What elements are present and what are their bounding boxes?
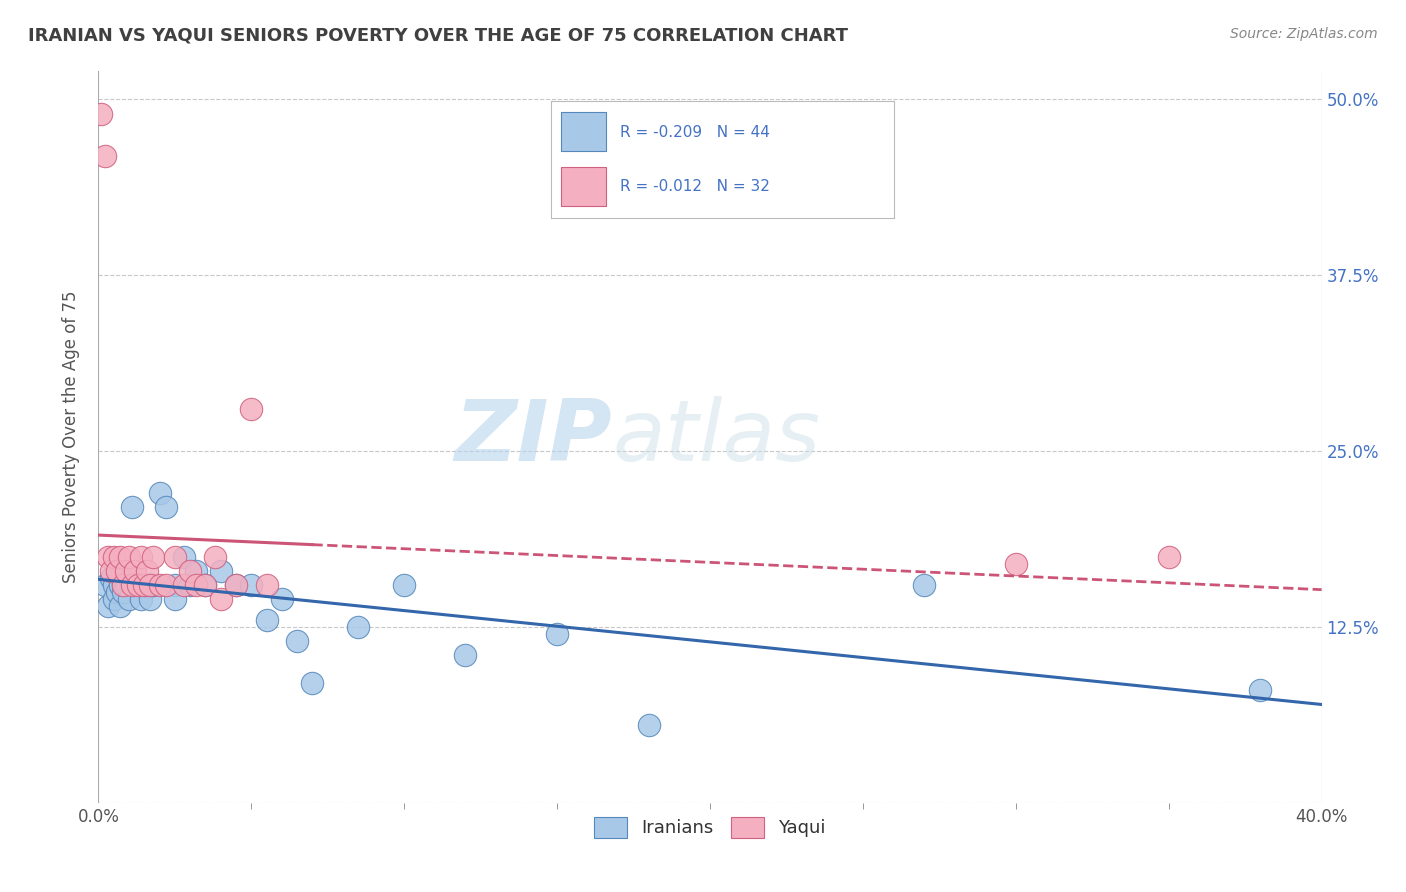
- Point: [186, 578, 208, 592]
- Point: [240, 401, 263, 416]
- Point: [240, 578, 263, 592]
- Point: [118, 571, 141, 585]
- Point: [93, 578, 115, 592]
- Text: atlas: atlas: [612, 395, 820, 479]
- Point: [134, 578, 156, 592]
- Point: [1249, 683, 1271, 698]
- Point: [118, 549, 141, 564]
- Point: [912, 578, 935, 592]
- Point: [204, 549, 226, 564]
- Point: [392, 578, 416, 592]
- Point: [134, 578, 156, 592]
- Point: [121, 500, 143, 515]
- Point: [173, 549, 195, 564]
- Point: [347, 620, 370, 634]
- Point: [97, 599, 120, 613]
- Point: [127, 578, 149, 592]
- Point: [194, 578, 217, 592]
- Point: [270, 591, 292, 606]
- Point: [127, 578, 149, 592]
- Point: [111, 578, 134, 592]
- Point: [163, 578, 186, 592]
- Point: [136, 578, 159, 592]
- Point: [139, 578, 162, 592]
- Point: [136, 564, 159, 578]
- Point: [1157, 549, 1180, 564]
- Point: [111, 584, 134, 599]
- Point: [139, 591, 162, 606]
- Point: [225, 578, 247, 592]
- Y-axis label: Seniors Poverty Over the Age of 75: Seniors Poverty Over the Age of 75: [62, 291, 80, 583]
- Point: [115, 564, 138, 578]
- Text: ZIP: ZIP: [454, 395, 612, 479]
- Point: [129, 591, 152, 606]
- Point: [454, 648, 477, 662]
- Point: [142, 578, 165, 592]
- Point: [108, 549, 131, 564]
- Point: [129, 549, 152, 564]
- Point: [103, 578, 125, 592]
- Point: [118, 591, 141, 606]
- Point: [179, 578, 201, 592]
- Point: [163, 591, 186, 606]
- Point: [142, 549, 165, 564]
- Point: [105, 584, 128, 599]
- Point: [155, 500, 177, 515]
- Point: [194, 578, 217, 592]
- Point: [90, 106, 112, 120]
- Point: [546, 627, 568, 641]
- Point: [108, 599, 131, 613]
- Point: [103, 549, 125, 564]
- Point: [256, 578, 278, 592]
- Point: [256, 613, 278, 627]
- Point: [124, 564, 146, 578]
- Point: [186, 564, 208, 578]
- Point: [149, 578, 172, 592]
- Point: [121, 578, 143, 592]
- Point: [100, 571, 122, 585]
- Point: [179, 564, 201, 578]
- Point: [97, 549, 120, 564]
- Point: [209, 591, 232, 606]
- Point: [637, 718, 661, 732]
- Point: [225, 578, 247, 592]
- Point: [105, 564, 128, 578]
- Point: [173, 578, 195, 592]
- Point: [115, 578, 138, 592]
- Point: [301, 676, 323, 690]
- Point: [124, 578, 146, 592]
- Point: [93, 149, 115, 163]
- Point: [111, 578, 134, 592]
- Legend: Iranians, Yaqui: Iranians, Yaqui: [586, 810, 834, 845]
- Point: [209, 564, 232, 578]
- Point: [149, 486, 172, 500]
- Point: [155, 578, 177, 592]
- Point: [115, 571, 138, 585]
- Point: [1004, 557, 1026, 571]
- Point: [103, 591, 125, 606]
- Point: [108, 578, 131, 592]
- Point: [163, 549, 186, 564]
- Text: IRANIAN VS YAQUI SENIORS POVERTY OVER THE AGE OF 75 CORRELATION CHART: IRANIAN VS YAQUI SENIORS POVERTY OVER TH…: [28, 27, 848, 45]
- Point: [285, 634, 308, 648]
- Text: Source: ZipAtlas.com: Source: ZipAtlas.com: [1230, 27, 1378, 41]
- Point: [100, 564, 122, 578]
